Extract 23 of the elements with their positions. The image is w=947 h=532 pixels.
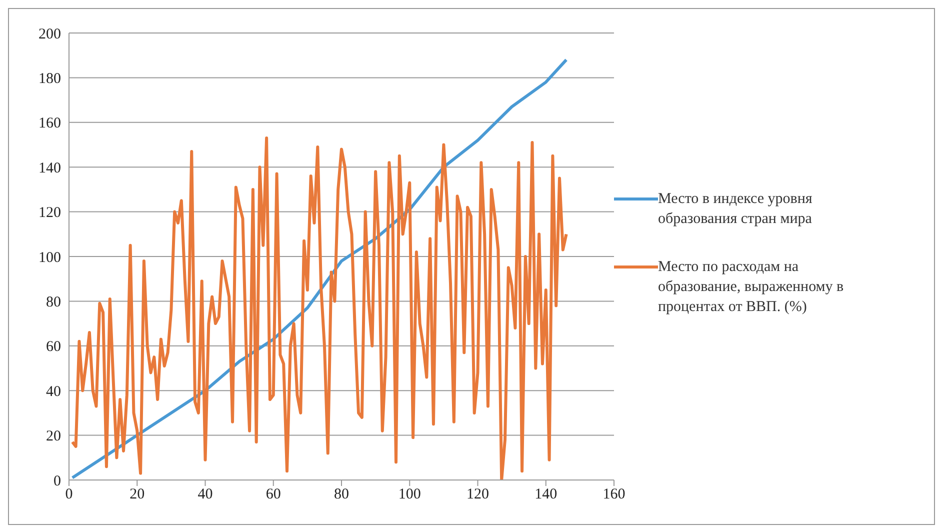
y-tick-label: 0 <box>54 473 61 490</box>
x-tick-label: 120 <box>466 486 489 503</box>
y-tick-label: 60 <box>46 339 61 356</box>
legend-label: Место в индексе уровня образования стран мира <box>658 190 814 228</box>
y-tick-label: 180 <box>38 71 61 88</box>
x-tick-label: 140 <box>534 486 558 503</box>
x-tick-label: 160 <box>602 486 626 503</box>
y-tick-label: 160 <box>38 116 61 132</box>
y-tick-label: 100 <box>38 250 61 266</box>
y-tick-label: 200 <box>38 26 61 42</box>
x-tick-label: 20 <box>130 486 145 503</box>
x-tick-label: 100 <box>398 486 421 503</box>
x-tick-label: 40 <box>198 486 213 503</box>
x-tick-label: 60 <box>266 486 281 503</box>
x-tick-label: 80 <box>334 486 349 503</box>
y-tick-label: 140 <box>38 160 61 176</box>
x-tick-label: 0 <box>65 486 73 503</box>
y-tick-label: 40 <box>46 384 61 400</box>
y-tick-label: 80 <box>46 294 61 311</box>
y-tick-label: 20 <box>46 428 61 445</box>
y-tick-label: 120 <box>38 205 61 222</box>
legend-label: Место по расходам на образование, выраженному в процентах от ВВП. (%) <box>658 258 845 316</box>
line-series <box>70 136 568 480</box>
